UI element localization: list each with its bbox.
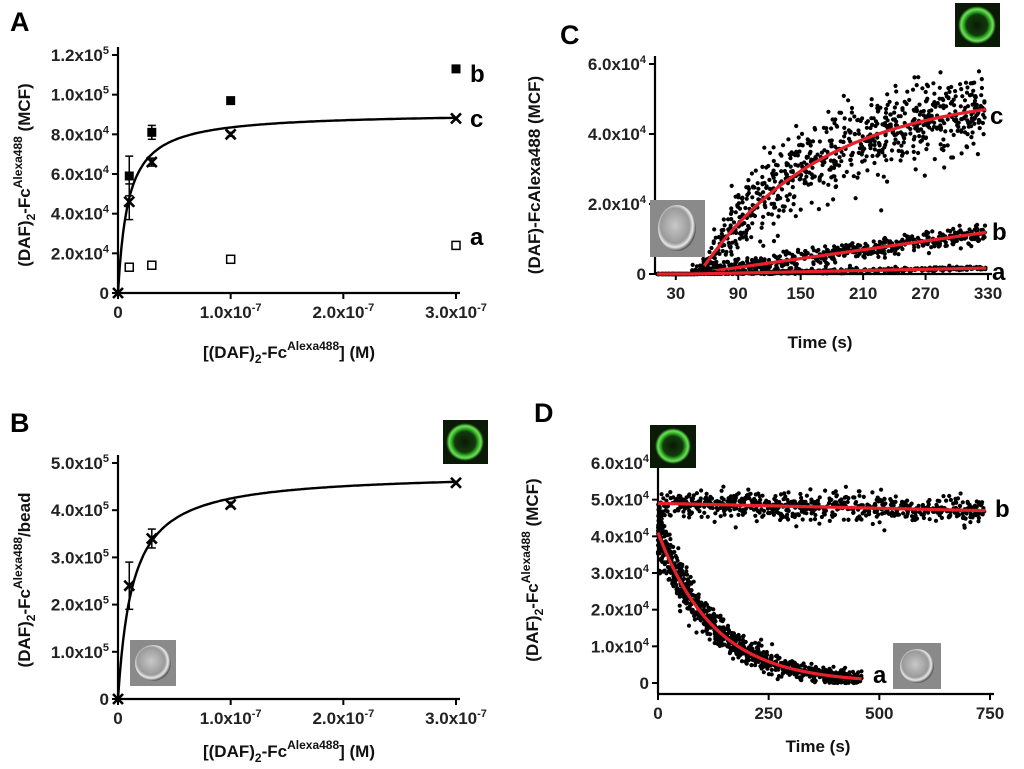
gray-bead-image-d	[893, 643, 941, 689]
x-tick-label: 0	[113, 303, 122, 322]
data-point-a	[451, 240, 461, 251]
x-tick-label: 150	[787, 284, 815, 303]
y-tick-label: 1.2x105	[51, 45, 109, 65]
data-point-b	[124, 171, 134, 181]
x-tick-label: 1.0x10-7	[200, 302, 262, 322]
fit-curve	[116, 480, 457, 700]
y-tick-label: 0	[100, 690, 109, 709]
y-tick-label: 0	[637, 265, 646, 284]
data-point-c	[145, 156, 158, 169]
fit-curve-a	[656, 532, 862, 681]
data-point-a	[147, 260, 157, 270]
x-axis-label: [(DAF)2-FcAlexa488] (M)	[203, 339, 375, 366]
data-point-c	[224, 128, 237, 141]
x-tick-label: 270	[911, 284, 939, 303]
x-tick-label: 0	[113, 709, 122, 728]
y-tick-label: 0	[640, 674, 649, 693]
y-tick-label: 5.0x104	[591, 490, 650, 510]
y-tick-label: 1.0x105	[51, 642, 109, 662]
y-axis-label: (DAF)2-FcAlexa488 (MCF)	[519, 478, 546, 661]
x-axis-label: Time (s)	[786, 737, 851, 756]
data-point-b	[451, 64, 461, 74]
data-point-c	[112, 287, 124, 299]
fit-curve-a	[657, 266, 986, 276]
y-tick-label: 2.0x104	[591, 600, 650, 620]
curve-label-b: b	[470, 61, 485, 88]
panel-d: 0 1.0x104 2.0x104 3.0x104 4.0x104 5.0x104 6.0x…	[519, 453, 1010, 756]
green-bead-image-b	[443, 420, 488, 464]
y-tick-label: 2.0x104	[588, 194, 647, 214]
x-tick-label: 1.0x10-7	[200, 708, 262, 728]
data-point-c	[450, 112, 462, 125]
curve-label-a: a	[470, 224, 484, 251]
x-tick-label: 3.0x10-7	[425, 708, 487, 728]
panel-letter-c: C	[560, 20, 580, 50]
curve-label-c: c	[990, 103, 1003, 130]
y-tick-label: 4.0x105	[51, 500, 109, 520]
data-point-b	[147, 127, 157, 137]
x-tick-label: 500	[865, 704, 893, 723]
data-point-binding	[123, 579, 136, 592]
panel-b: 0 1.0x105 2.0x105 3.0x105 4.0x105 5.0x105 0 1.0…	[11, 453, 487, 765]
x-tick-label: 210	[849, 284, 877, 303]
data-point-a	[225, 254, 236, 265]
y-tick-label: 3.0x104	[591, 563, 650, 583]
panel-letter-d: D	[534, 398, 554, 428]
y-tick-label: 6.0x104	[588, 54, 647, 74]
green-bead-image-c	[955, 3, 1000, 47]
x-tick-label: 0	[653, 704, 662, 723]
fit-curve-c	[657, 107, 987, 276]
green-bead-image-d	[650, 425, 696, 468]
data-point-binding	[450, 476, 462, 489]
y-axis-label: (DAF)2-FcAlexa488/bead	[11, 493, 38, 668]
curve-label-c: c	[470, 106, 483, 133]
x-axis-label: [(DAF)2-FcAlexa488] (M)	[203, 738, 375, 765]
y-tick-label: 8.0x104	[51, 124, 110, 144]
y-tick-label: 1.0x105	[51, 85, 109, 105]
curve-label-a: a	[873, 662, 887, 689]
curve-label-b: b	[995, 496, 1010, 523]
curve-label-b: b	[992, 219, 1007, 246]
gray-bead-image-b	[130, 640, 176, 686]
curve-label-a: a	[992, 259, 1006, 286]
y-axis-label: (DAF)-FcAlexa488 (MCF)	[525, 76, 544, 274]
data-point-c	[123, 195, 136, 208]
x-tick-label: 2.0x10-7	[312, 708, 374, 728]
x-tick-label: 3.0x10-7	[425, 302, 487, 322]
panel-letter-b: B	[10, 408, 30, 438]
y-tick-label: 1.0x104	[591, 636, 650, 656]
y-tick-label: 4.0x104	[51, 204, 110, 224]
y-tick-label: 6.0x104	[51, 164, 110, 184]
x-tick-label: 2.0x10-7	[312, 302, 374, 322]
data-point-binding	[224, 498, 237, 511]
gray-bead-image-c	[650, 200, 705, 257]
panel-letter-a: A	[10, 7, 30, 37]
x-tick-label: 90	[729, 284, 748, 303]
y-tick-label: 2.0x105	[51, 595, 109, 615]
x-tick-label: 750	[976, 704, 1004, 723]
y-tick-label: 4.0x104	[591, 526, 650, 546]
data-point-b	[226, 96, 236, 106]
y-tick-label: 0	[100, 284, 109, 303]
x-tick-label: 30	[666, 284, 685, 303]
y-tick-label: 5.0x105	[51, 453, 109, 473]
y-tick-label: 4.0x104	[588, 124, 647, 144]
x-tick-label: 250	[754, 704, 782, 723]
y-tick-label: 6.0x104	[591, 453, 650, 473]
y-tick-label: 2.0x104	[51, 243, 110, 263]
x-axis-label: Time (s)	[788, 333, 853, 352]
y-tick-label: 3.0x105	[51, 547, 109, 567]
data-point-a	[124, 262, 135, 272]
fit-curve-c	[116, 116, 456, 294]
panel-a: 0 2.0x104 4.0x104 6.0x104 8.0x104 1.0x105 1.2x…	[11, 45, 487, 366]
data-point-binding	[112, 693, 124, 705]
fit-curve-b	[657, 501, 986, 513]
x-tick-label: 330	[974, 284, 1002, 303]
panel-c: 0 2.0x104 4.0x104 6.0x104 30 90 150 210 270 330 c b…	[525, 54, 1007, 352]
data-point-binding	[145, 532, 158, 545]
y-axis-label: (DAF)2-FcAlexa488 (MCF)	[11, 83, 38, 266]
